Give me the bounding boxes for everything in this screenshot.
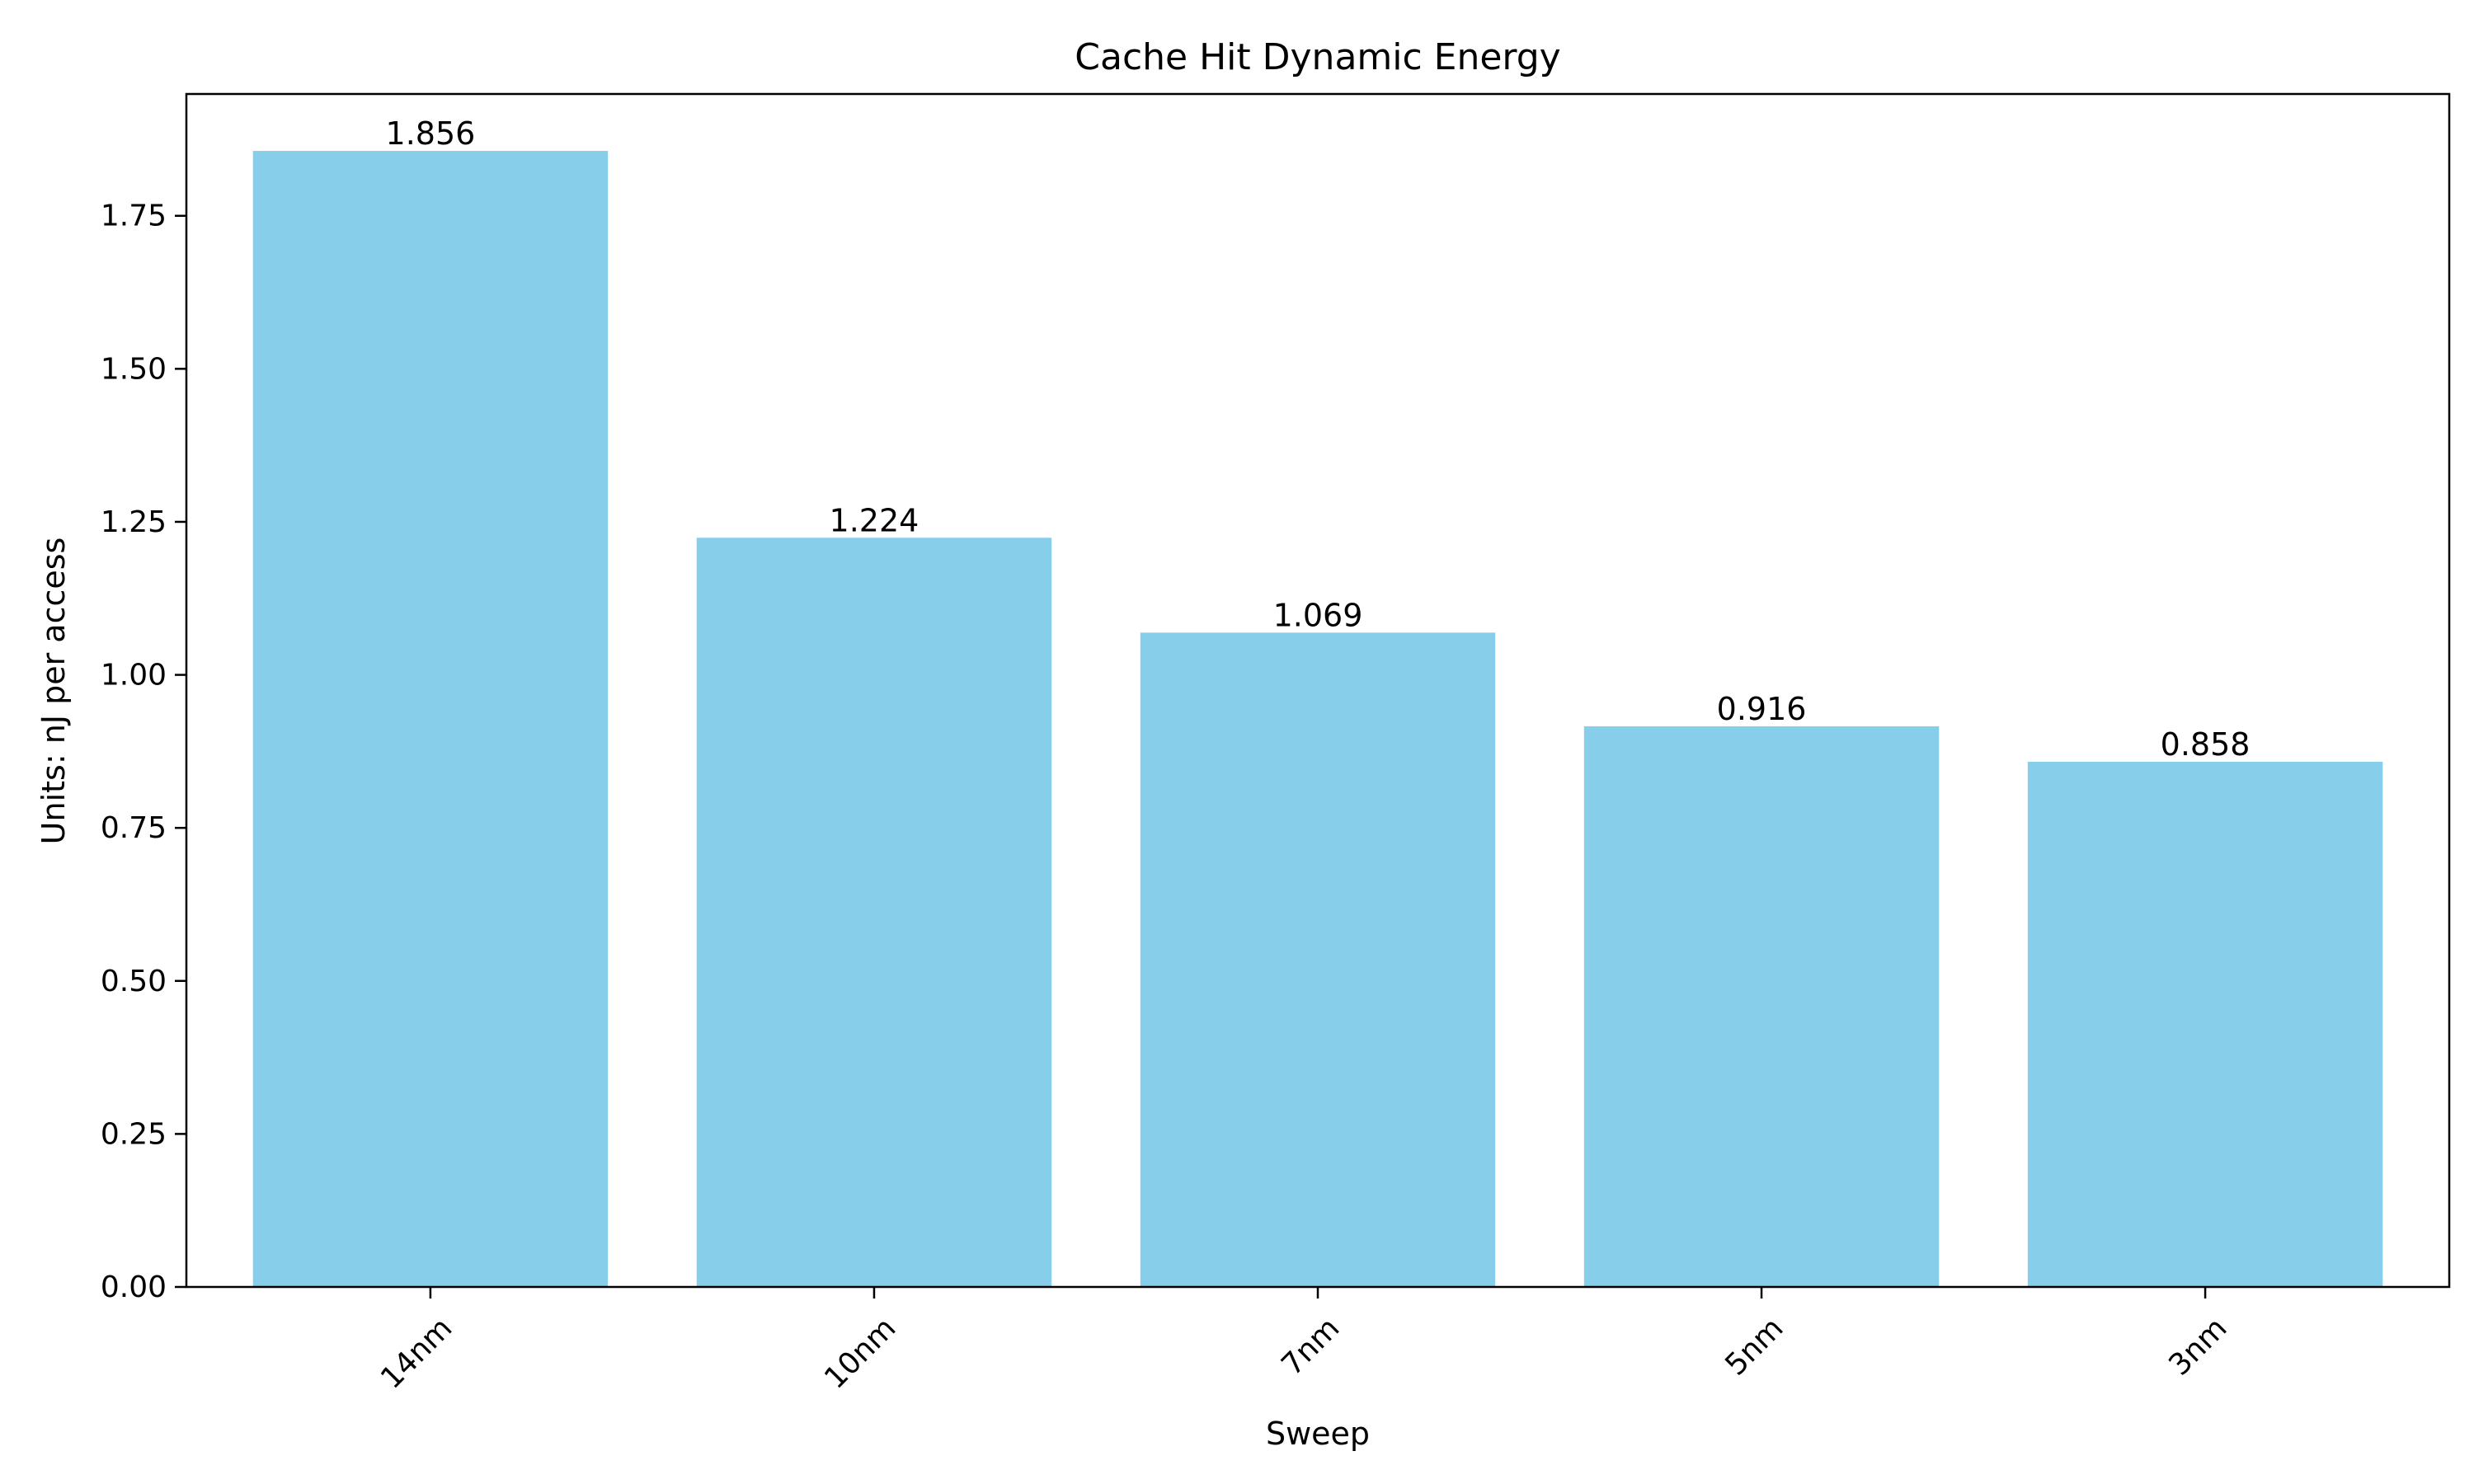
y-tick-label: 0.75 (101, 811, 167, 845)
y-tick-label: 1.50 (101, 352, 167, 386)
bar-3nm (2027, 761, 2383, 1287)
bar-14nm (252, 151, 609, 1287)
bar-value-label: 1.224 (830, 502, 920, 538)
bar-10nm (696, 538, 1052, 1287)
y-tick-label: 1.75 (101, 200, 167, 233)
y-tick-label: 0.50 (101, 965, 167, 998)
y-tick-label: 1.00 (101, 659, 167, 693)
bar-value-label: 0.916 (1717, 691, 1807, 727)
y-axis: 0.00 0.25 0.50 0.75 1.00 1.25 1.50 1.75 (101, 200, 186, 1304)
bar-value-label: 1.856 (386, 115, 476, 152)
y-tick-label: 1.25 (101, 505, 167, 539)
y-tick-label: 0.25 (101, 1117, 167, 1151)
x-axis-label: Sweep (1266, 1416, 1370, 1452)
bars-layer (252, 151, 2383, 1287)
chart-title: Cache Hit Dynamic Energy (1075, 36, 1560, 78)
bar-7nm (1140, 632, 1496, 1287)
plot-frame (185, 92, 2451, 1289)
bar-value-label: 1.069 (1273, 597, 1363, 633)
value-labels-layer: 1.856 1.224 1.069 0.916 0.858 (386, 115, 2251, 763)
y-axis-label: Units: nJ per access (35, 538, 72, 845)
y-tick-label: 0.00 (101, 1270, 167, 1304)
bar-value-label: 0.858 (2161, 726, 2251, 763)
bar-5nm (1583, 726, 1940, 1287)
